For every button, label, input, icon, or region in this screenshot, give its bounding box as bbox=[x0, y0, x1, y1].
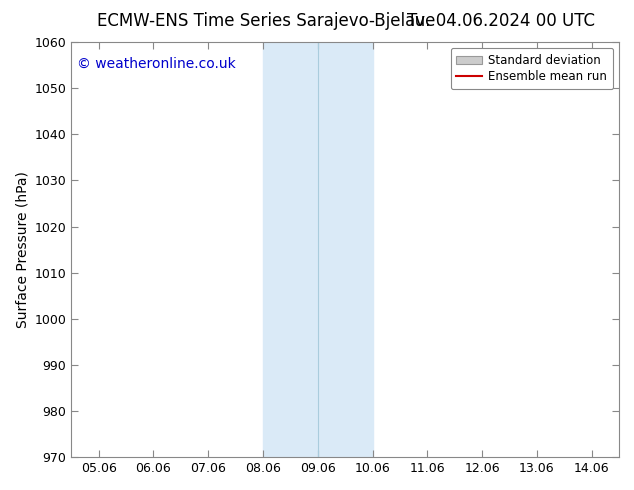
Text: © weatheronline.co.uk: © weatheronline.co.uk bbox=[77, 56, 235, 71]
Text: Tu. 04.06.2024 00 UTC: Tu. 04.06.2024 00 UTC bbox=[407, 12, 595, 30]
Y-axis label: Surface Pressure (hPa): Surface Pressure (hPa) bbox=[15, 171, 29, 328]
Bar bbox=[263, 42, 373, 457]
Legend: Standard deviation, Ensemble mean run: Standard deviation, Ensemble mean run bbox=[451, 48, 613, 89]
Text: ECMW-ENS Time Series Sarajevo-Bjelave: ECMW-ENS Time Series Sarajevo-Bjelave bbox=[97, 12, 436, 30]
